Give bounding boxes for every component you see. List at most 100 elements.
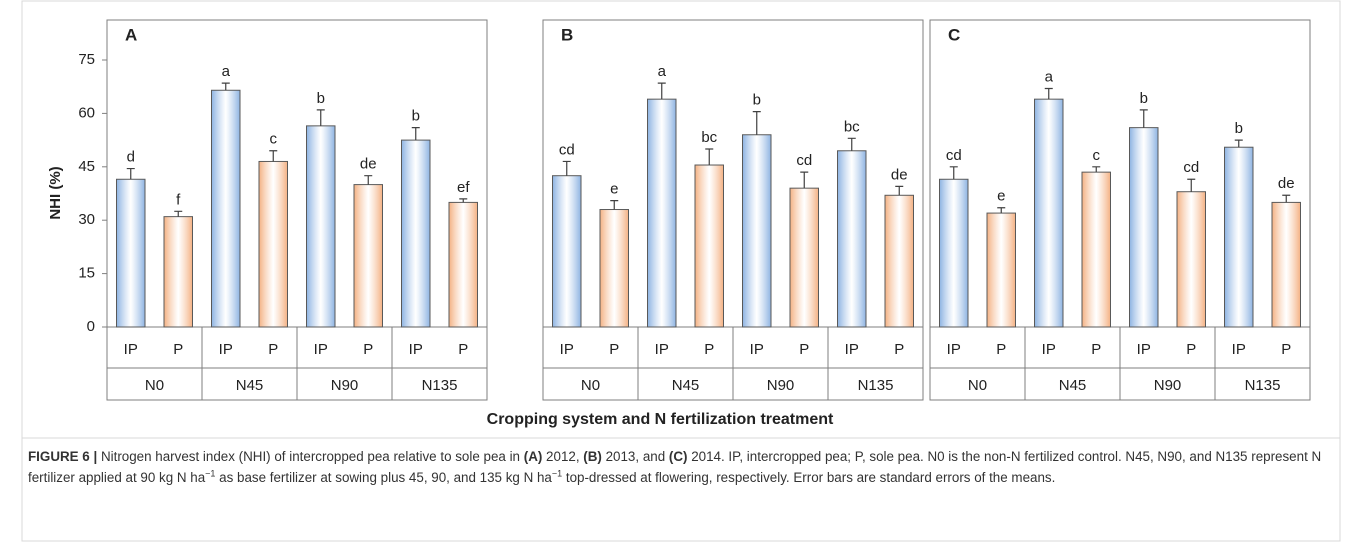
bar [448, 201, 478, 328]
bar [789, 187, 819, 328]
y-tick-label: 45 [78, 158, 95, 175]
y-axis-label: NHI (%) [47, 166, 64, 219]
significance-letter: cd [1183, 159, 1199, 176]
x-tick-label: P [704, 341, 714, 358]
significance-letter: de [891, 166, 908, 183]
bar [742, 134, 772, 328]
group-label: N45 [1059, 377, 1087, 394]
x-tick-label: P [1186, 341, 1196, 358]
figure-frame [21, 0, 1341, 542]
error-bar [269, 150, 278, 162]
caption-run: 2012, [542, 449, 584, 464]
error-bar [174, 210, 183, 217]
bar [1034, 98, 1064, 328]
significance-letter: a [222, 63, 231, 80]
group-label: N0 [581, 377, 600, 394]
significance-letter: cd [946, 147, 962, 164]
bar [211, 89, 241, 328]
x-tick-label: IP [560, 341, 574, 358]
group-label: N45 [672, 377, 700, 394]
error-bar [752, 111, 761, 135]
bar [837, 150, 867, 328]
bar [401, 139, 431, 328]
x-tick-label: IP [409, 341, 423, 358]
group-label: N0 [145, 377, 164, 394]
caption-run: as base fertilizer at sowing plus 45, 90… [215, 470, 552, 485]
group-label: N135 [1245, 377, 1281, 394]
significance-letter: b [412, 108, 420, 125]
significance-letter: de [1278, 175, 1295, 192]
caption-run: −1 [551, 468, 563, 479]
significance-letter: d [127, 149, 135, 166]
caption-run: (A) [523, 449, 543, 464]
panel-title: A [125, 25, 137, 44]
y-tick-label: 75 [78, 51, 95, 68]
x-tick-label: IP [124, 341, 138, 358]
significance-letter: f [176, 191, 181, 208]
caption-run: (C) [668, 449, 688, 464]
y-tick-label: 15 [78, 265, 95, 282]
error-bar [997, 207, 1006, 214]
significance-letter: b [317, 90, 325, 107]
significance-letter: e [610, 181, 618, 198]
error-bar [126, 167, 135, 180]
caption: FIGURE 6 | Nitrogen harvest index (NHI) … [28, 446, 1328, 488]
panel-title: C [948, 25, 960, 44]
x-axis-label: Cropping system and N fertilization trea… [487, 411, 834, 428]
y-tick-label: 30 [78, 211, 95, 228]
bar [163, 216, 193, 328]
error-bar [221, 82, 230, 91]
x-tick-label: P [363, 341, 373, 358]
significance-letter: de [360, 156, 377, 173]
bar [884, 194, 914, 328]
group-label: N135 [858, 377, 894, 394]
y-tick-label: 60 [78, 104, 95, 121]
x-tick-label: IP [750, 341, 764, 358]
caption-run: FIGURE 6 | [28, 449, 98, 464]
error-bar [800, 171, 809, 189]
x-tick-label: P [1281, 341, 1291, 358]
significance-letter: b [1235, 120, 1243, 137]
error-bar [1282, 194, 1291, 203]
caption-run: Nitrogen harvest index (NHI) of intercro… [97, 449, 524, 464]
bar [306, 125, 336, 328]
error-bar [411, 127, 420, 141]
significance-letter: b [753, 92, 761, 109]
bar [258, 160, 288, 328]
error-bar [847, 137, 856, 151]
error-bar [1092, 166, 1101, 173]
caption-run: 2013, and [601, 449, 669, 464]
bar [353, 184, 383, 328]
bar [647, 98, 677, 328]
error-bar [1044, 87, 1053, 100]
bar [694, 164, 724, 328]
bar [1224, 146, 1254, 328]
caption-run: (B) [583, 449, 602, 464]
significance-letter: bc [844, 118, 860, 135]
x-tick-label: IP [947, 341, 961, 358]
x-tick-label: IP [219, 341, 233, 358]
caption-run: 2014. IP, intercropped pea; P, sole pea.… [28, 449, 1322, 485]
x-tick-label: P [1091, 341, 1101, 358]
caption-run: top-dressed at flowering, respectively. … [562, 470, 1056, 485]
error-bar [1139, 109, 1148, 128]
bar [986, 212, 1016, 328]
x-tick-label: P [996, 341, 1006, 358]
significance-letter: cd [559, 141, 575, 158]
significance-letter: a [1045, 68, 1054, 85]
significance-letter: cd [796, 152, 812, 169]
significance-letter: b [1140, 90, 1148, 107]
significance-letter: e [997, 188, 1005, 205]
x-tick-label: P [609, 341, 619, 358]
group-label: N90 [767, 377, 795, 394]
x-tick-label: P [458, 341, 468, 358]
x-tick-label: P [173, 341, 183, 358]
error-bar [657, 82, 666, 100]
x-tick-label: P [799, 341, 809, 358]
error-bar [562, 160, 571, 176]
bar [1271, 201, 1301, 328]
x-tick-label: IP [1137, 341, 1151, 358]
x-tick-label: IP [845, 341, 859, 358]
